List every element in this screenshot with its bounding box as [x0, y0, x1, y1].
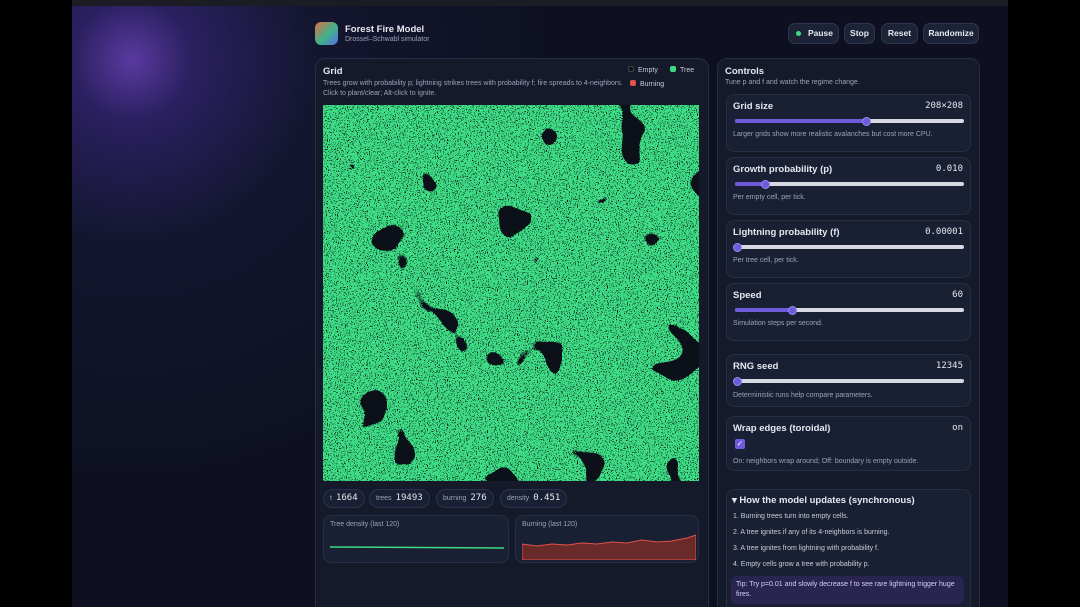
control-value: 60	[952, 290, 963, 300]
slider-card: Speed 60 Simulation steps per second.	[726, 283, 971, 341]
slider-thumb[interactable]	[861, 116, 871, 126]
randomize-button[interactable]: Randomize	[923, 23, 979, 44]
control-label: Lightning probability (f)	[733, 227, 840, 238]
control-label: RNG seed	[733, 361, 779, 372]
stat-chip: trees 19493	[369, 489, 430, 508]
control-label: Grid size	[733, 101, 774, 112]
slider-card: Growth probability (p) 0.010 Per empty cel…	[726, 157, 971, 215]
control-value: 208×208	[925, 101, 963, 111]
slider-track[interactable]	[733, 242, 964, 252]
control-label: Growth probability (p)	[733, 164, 833, 175]
control-hint: Deterministic runs help compare paramete…	[733, 392, 873, 399]
panel-title: Grid	[323, 66, 343, 77]
slider-card: Grid size 208×208 Larger grids show more r…	[726, 94, 971, 152]
panel-subtitle: Tune p and f and watch the regime change…	[725, 79, 860, 86]
slider-track[interactable]	[735, 305, 964, 315]
button-label: Pause	[807, 28, 834, 38]
slider-fill	[735, 119, 866, 123]
sparkline	[522, 534, 696, 560]
tip: Tip: Try p=0.01 and slowly decrease f to…	[731, 576, 964, 604]
control-hint: Per tree cell, per tick.	[733, 257, 799, 264]
control-hint: Per empty cell, per tick.	[733, 194, 806, 201]
slider-fill	[735, 182, 765, 186]
control-hint: Simulation steps per second.	[733, 320, 823, 327]
control-hint: On: neighbors wrap around; Off: boundary…	[733, 458, 919, 465]
control-hint: Larger grids show more realistic avalanc…	[733, 131, 933, 138]
control-label: Speed	[733, 290, 762, 301]
how-title: ▾ How the model updates (synchronous)	[732, 495, 915, 506]
how-step: 4. Empty cells grow a tree with probabil…	[733, 561, 870, 568]
how-step: 1. Burning trees turn into empty cells.	[733, 513, 849, 520]
panel-description: Trees grow with probability p; lightning…	[323, 80, 623, 97]
stop-button[interactable]: Stop	[844, 23, 875, 44]
how-step: 3. A tree ignites from lightning with pr…	[733, 545, 879, 552]
sparkline	[330, 546, 504, 549]
panel-title: Controls	[725, 66, 765, 77]
slider-track[interactable]	[735, 179, 964, 189]
app-subtitle: Drossel–Schwabl simulator	[345, 36, 430, 43]
toggle-card: Wrap edges (toroidal) on ✓ On: neighbors…	[726, 416, 971, 471]
app-logo	[315, 22, 338, 45]
sparkline-card: Tree density (last 120)	[323, 515, 509, 563]
pause-button[interactable]: Pause	[788, 23, 839, 44]
browser-window: Forest Fire Model Drossel–Schwabl simula…	[72, 0, 1008, 607]
slider-thumb[interactable]	[760, 179, 770, 189]
control-label: Wrap edges (toroidal)	[733, 423, 831, 434]
sparkline-title: Tree density (last 120)	[330, 521, 400, 528]
slider-track[interactable]	[735, 116, 964, 126]
simulation-grid[interactable]	[323, 105, 699, 481]
tree-cells	[323, 105, 699, 481]
slider-thumb[interactable]	[788, 305, 798, 315]
checkbox[interactable]: ✓	[735, 439, 745, 449]
browser-chrome	[72, 0, 1008, 6]
reset-button[interactable]: Reset	[881, 23, 918, 44]
slider-fill	[735, 308, 793, 312]
slider-track[interactable]	[733, 376, 964, 386]
slider-card: RNG seed 12345 Deterministic runs help com…	[726, 354, 971, 407]
legend-item: Empty	[628, 66, 658, 74]
stat-chip: density 0.451	[500, 489, 568, 508]
how-card: ▾ How the model updates (synchronous) 1.…	[726, 489, 971, 607]
slider-card: Lightning probability (f) 0.00001 Per tree…	[726, 220, 971, 278]
control-value: 12345	[935, 361, 963, 371]
sparkline-title: Burning (last 120)	[522, 521, 578, 528]
control-value: 0.010	[935, 164, 963, 174]
legend-item: Tree	[670, 66, 694, 74]
slider-thumb[interactable]	[733, 376, 743, 386]
control-value: on	[952, 423, 963, 433]
stat-chip: burning 276	[436, 489, 494, 508]
legend-item: Burning	[630, 80, 664, 88]
control-value: 0.00001	[925, 227, 963, 237]
how-step: 2. A tree ignites if any of its 4-neighb…	[733, 529, 890, 536]
sparkline-card: Burning (last 120)	[515, 515, 699, 563]
app-title: Forest Fire Model	[345, 24, 425, 35]
stat-chip: t 1664	[323, 489, 365, 508]
slider-thumb[interactable]	[733, 242, 743, 252]
